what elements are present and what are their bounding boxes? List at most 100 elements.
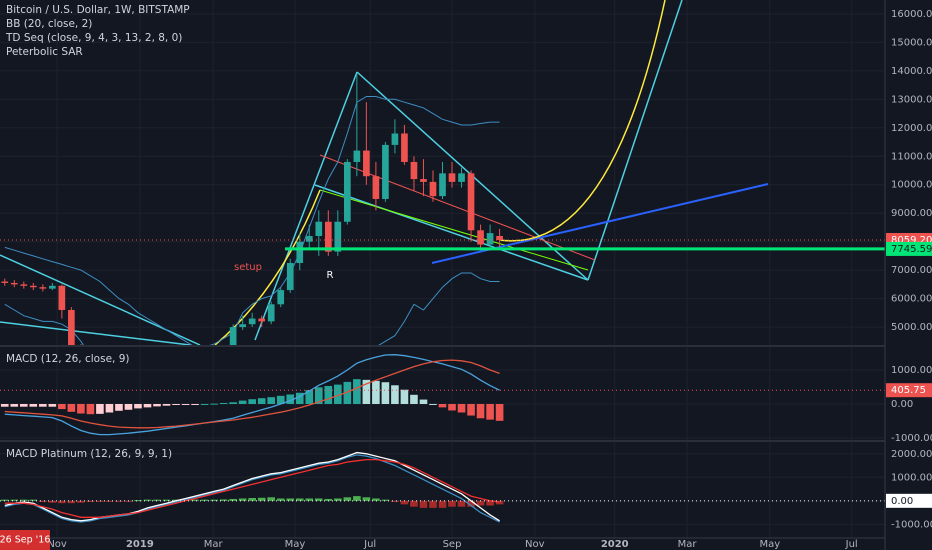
annotation: R (327, 270, 334, 281)
histogram-bar (486, 500, 494, 506)
histogram-bar (67, 403, 76, 412)
y-tick-label: 11000.00 (891, 151, 932, 162)
histogram-bar (419, 500, 428, 508)
legend-indicator: TD Seq (close, 9, 4, 3, 13, 2, 8, 0) (5, 32, 182, 44)
histogram-bar (19, 403, 28, 407)
y-tick-label: 1000.00 (891, 472, 932, 483)
histogram-bar (305, 498, 314, 501)
histogram-bar (495, 500, 504, 505)
legend-indicator: Peterbolic SAR (6, 46, 83, 58)
legend-title: MACD (12, 26, close, 9) (6, 353, 129, 365)
histogram-bar (372, 380, 380, 404)
histogram-bar (219, 499, 228, 501)
histogram-bar (438, 500, 447, 508)
histogram-bar (96, 403, 104, 414)
annotation: setup (234, 262, 262, 273)
histogram-bar (153, 499, 161, 501)
candle-body (458, 173, 465, 182)
histogram-bar (77, 403, 85, 414)
histogram-bar (410, 500, 418, 507)
y-tick-label: 5000.00 (891, 322, 932, 333)
histogram-bar (448, 500, 456, 507)
histogram-bar (410, 394, 418, 404)
candle-body (410, 161, 418, 180)
histogram-bar (457, 500, 466, 507)
grid (0, 0, 885, 538)
legend-title: Bitcoin / U.S. Dollar, 1W, BITSTAMP (6, 4, 190, 16)
y-tick-label: 12000.00 (891, 123, 932, 134)
histogram-bar (153, 403, 161, 407)
histogram-bar (48, 403, 57, 407)
candle-body (344, 161, 351, 222)
histogram-bar (181, 403, 190, 405)
candle-body (29, 285, 37, 288)
histogram-bar (353, 379, 361, 404)
histogram-bar (334, 498, 342, 501)
candle-body (277, 290, 285, 305)
histogram-bar (305, 390, 314, 404)
histogram-bar (391, 500, 399, 502)
histogram-bar (86, 403, 95, 415)
pane-divider (0, 440, 885, 442)
x-tick-label: Jul (363, 539, 376, 550)
indicator-line (4, 354, 500, 436)
price-label: 0.00 (891, 496, 913, 507)
histogram-bar (115, 500, 123, 502)
legend-indicator: BB (20, close, 2) (6, 18, 92, 30)
histogram-bar (115, 403, 123, 411)
indicator-line (4, 454, 500, 523)
price-label: 405.75 (891, 385, 926, 396)
labels: 5000.006000.007000.008000.009000.0010000… (47, 9, 932, 550)
indicator-line (4, 458, 500, 518)
candle-body (429, 181, 437, 197)
trendline (0, 321, 191, 345)
y-tick-label: -1000.00 (891, 433, 932, 444)
histogram-bar (19, 499, 28, 501)
histogram-bar (343, 497, 352, 501)
indicator-line (4, 451, 500, 522)
trendline (587, 0, 683, 281)
histogram-bar (191, 499, 199, 501)
candle-body (439, 173, 446, 197)
candle-body (382, 144, 389, 199)
histogram-bar (334, 384, 342, 404)
trendline (314, 184, 589, 281)
histogram-bar (372, 498, 380, 501)
candle-body (10, 282, 18, 285)
histogram-bar (267, 497, 276, 501)
histogram-bar (229, 498, 237, 501)
candle-body (267, 304, 275, 322)
candle-body (334, 221, 342, 252)
x-tick-label: 2020 (601, 539, 629, 550)
histogram-bar (457, 403, 466, 413)
date-badge-label: 26 Sep '16 (0, 535, 50, 546)
y-tick-label: 6000.00 (891, 294, 932, 305)
histogram-bar (257, 398, 266, 404)
histogram-bar (276, 498, 285, 501)
histogram-bar (162, 499, 171, 501)
y-tick-label: 1000.00 (891, 365, 932, 376)
candle-body (248, 318, 256, 325)
histogram-bar (476, 500, 485, 506)
indicator-line (4, 96, 500, 345)
price-label-box (886, 241, 932, 256)
candle-body (68, 309, 75, 345)
candle-body (315, 221, 323, 236)
y-tick-label: 0.00 (891, 399, 913, 410)
histogram-bar (381, 382, 390, 404)
histogram-bar (429, 500, 437, 508)
indicator-line (4, 272, 500, 345)
indicator-line (4, 359, 500, 429)
candle-body (363, 150, 370, 177)
candle-body (229, 327, 237, 345)
histogram-bar (200, 403, 209, 405)
histogram-bar (476, 403, 485, 419)
histogram-bar (486, 403, 494, 420)
x-tick-label: Nov (525, 539, 545, 550)
histogram-bar (438, 403, 447, 408)
histogram-bar (495, 403, 504, 421)
parabola (499, 0, 666, 242)
candle-body (58, 285, 66, 310)
histogram-bar (134, 403, 142, 409)
